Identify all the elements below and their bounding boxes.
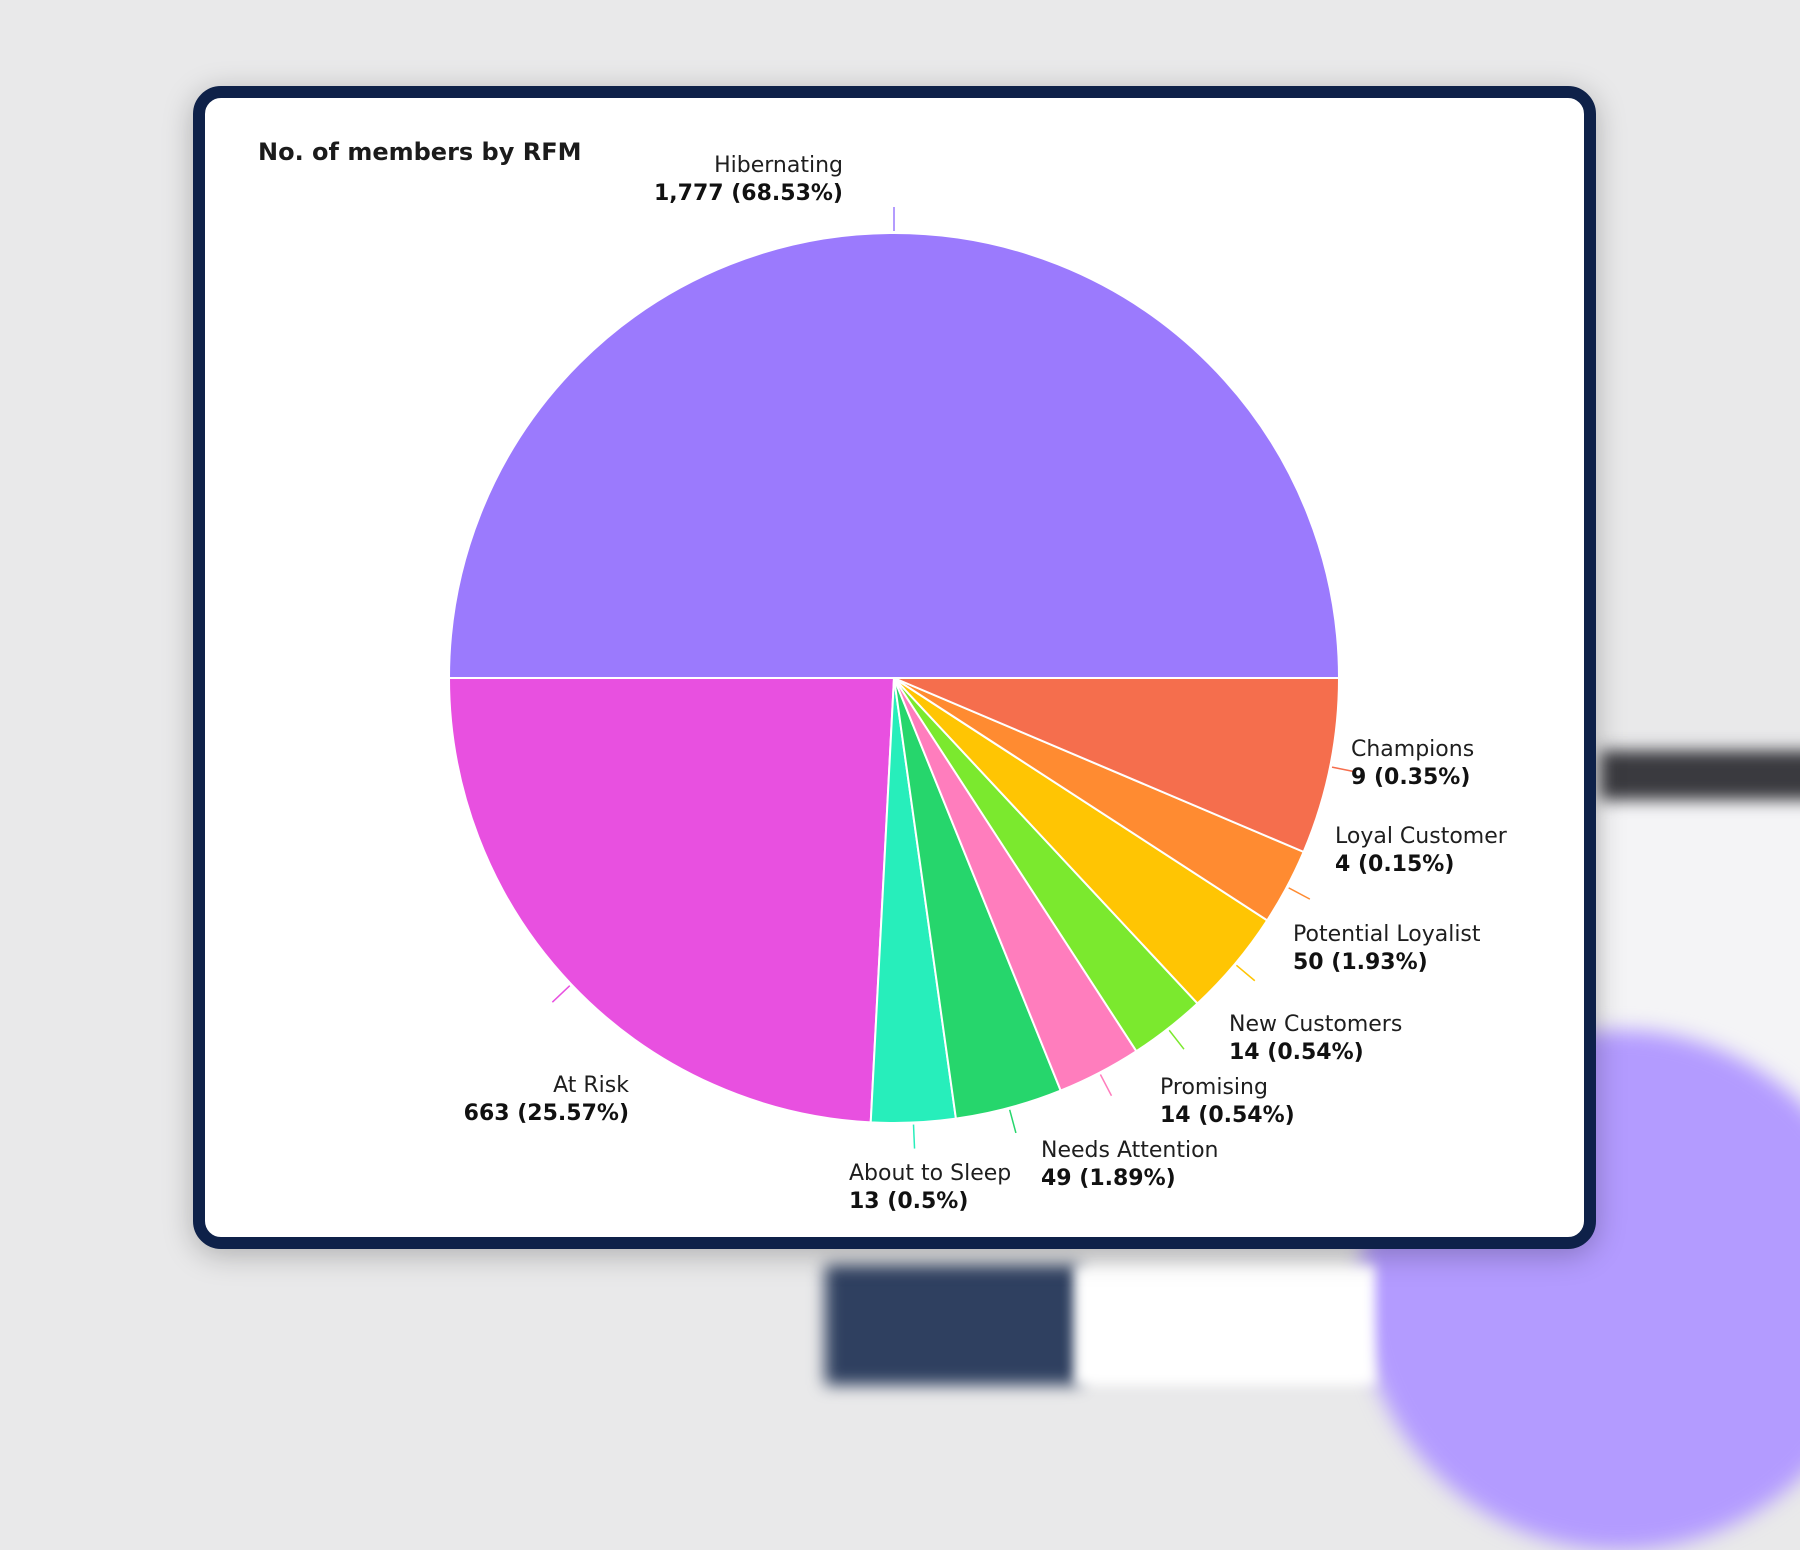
- slice-value-label: 663 (25.57%): [464, 1101, 629, 1126]
- chart-card: No. of members by RFM Hibernating 1,777 (…: [193, 86, 1596, 1249]
- slice-value-label: 49 (1.89%): [1041, 1166, 1176, 1191]
- slice-value-label: 1,777 (68.53%): [654, 181, 843, 206]
- leader-line: [1168, 1029, 1185, 1050]
- leader-line: [1235, 964, 1256, 982]
- pie-slice-champions[interactable]: [893, 677, 1341, 854]
- leader-line: [551, 985, 571, 1003]
- slice-label: Promising: [1160, 1075, 1268, 1100]
- pie-slice-hibernating[interactable]: [447, 232, 1341, 679]
- pie-slice-at-risk[interactable]: [447, 677, 896, 1124]
- slice-label: Potential Loyalist: [1293, 922, 1481, 947]
- slice-label: At Risk: [553, 1073, 629, 1098]
- slice-value-label: 50 (1.93%): [1293, 950, 1428, 975]
- background-panel-dark: [825, 1265, 1080, 1385]
- slice-value-label: 14 (0.54%): [1160, 1103, 1295, 1128]
- leader-line: [912, 1124, 916, 1149]
- slice-value-label: 13 (0.5%): [849, 1189, 968, 1214]
- background-panel-light: [1075, 1265, 1375, 1385]
- slice-label: Champions: [1351, 737, 1474, 762]
- leader-line: [1288, 887, 1311, 900]
- slice-value-label: 4 (0.15%): [1335, 852, 1454, 877]
- slice-label: About to Sleep: [849, 1161, 1011, 1186]
- slice-label: Loyal Customer: [1335, 824, 1508, 849]
- slice-value-label: 14 (0.54%): [1229, 1040, 1364, 1065]
- slice-value-label: 9 (0.35%): [1351, 765, 1470, 790]
- slice-label: Needs Attention: [1041, 1138, 1218, 1163]
- pie-chart: Hibernating 1,777 (68.53%) At Risk 663 (25.…: [447, 153, 1508, 1214]
- leader-line: [1008, 1109, 1017, 1134]
- leader-line: [1099, 1074, 1113, 1097]
- chart-title: No. of members by RFM: [258, 138, 582, 166]
- leader-line: [1331, 766, 1356, 773]
- slice-label: New Customers: [1229, 1012, 1402, 1037]
- slice-label: Hibernating: [714, 153, 843, 178]
- background-window-titlebar: [1600, 750, 1800, 800]
